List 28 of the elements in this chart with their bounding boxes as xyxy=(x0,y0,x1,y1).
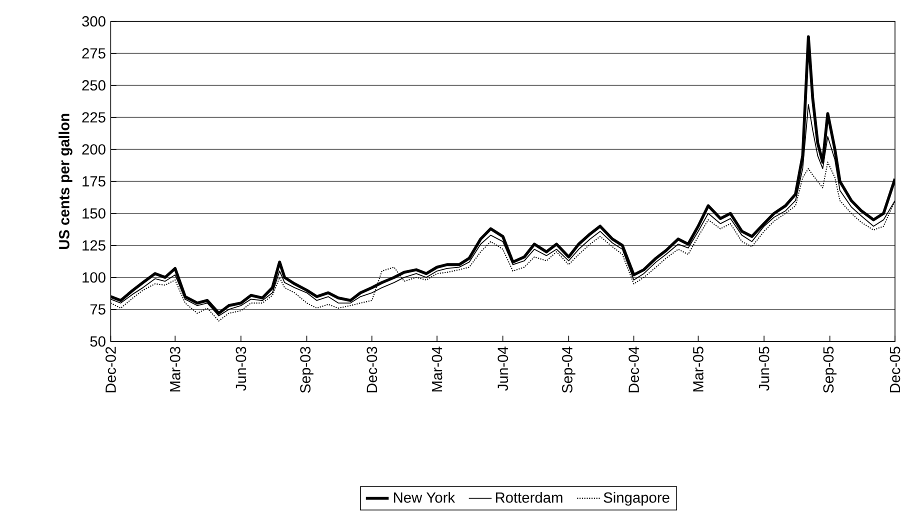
y-tick-label: 75 xyxy=(90,304,106,315)
x-tick-label: Mar-03 xyxy=(170,347,180,392)
legend-label: New York xyxy=(394,492,456,504)
y-tick-label: 250 xyxy=(82,80,106,91)
y-tick-label: 225 xyxy=(82,112,106,123)
y-tick-label: 50 xyxy=(90,336,106,347)
y-tick-label: 150 xyxy=(82,208,106,219)
x-tick-label: Dec-04 xyxy=(628,346,640,392)
x-tick-label: Sep-05 xyxy=(823,347,837,394)
y-tick-label: 125 xyxy=(82,240,106,251)
y-tick-label: 300 xyxy=(82,16,106,27)
legend-label: Rotterdam xyxy=(496,492,562,504)
y-tick-label: 175 xyxy=(82,176,106,187)
legend-label: Singapore xyxy=(604,492,670,506)
x-tick-label: Jun-04 xyxy=(498,346,508,392)
x-tick-label: Dec-02 xyxy=(106,347,116,392)
x-tick-label: Jun-05 xyxy=(758,347,770,392)
x-tick-label: Sep-04 xyxy=(562,346,576,394)
y-tick-label: 100 xyxy=(82,272,106,283)
x-tick-label: Dec-03 xyxy=(366,347,378,392)
y-tick-label: 275 xyxy=(82,48,106,59)
x-tick-label: Mar-05 xyxy=(693,347,704,392)
y-tick-label: 200 xyxy=(82,144,106,155)
x-tick-label: Jun-03 xyxy=(236,347,246,392)
x-tick-label: Mar-04 xyxy=(432,346,442,392)
y-axis-title: US cents per gallon xyxy=(58,114,72,250)
x-tick-label: Sep-03 xyxy=(300,347,314,394)
x-tick-label: Dec-05 xyxy=(890,347,900,392)
